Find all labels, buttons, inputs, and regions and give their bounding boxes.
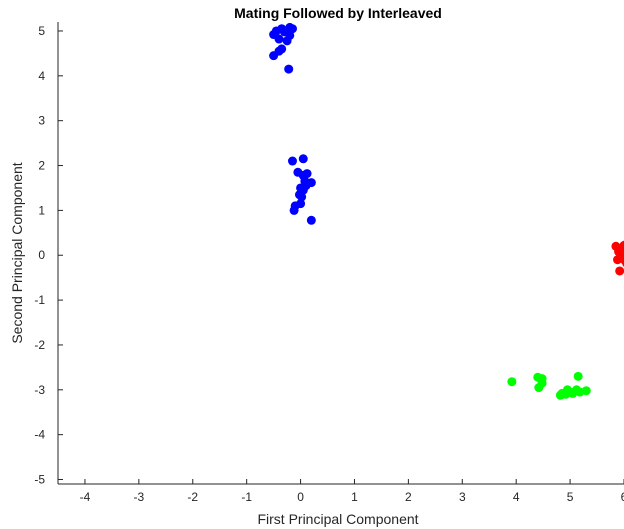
- y-tick-label: 4: [38, 69, 45, 83]
- data-point: [269, 51, 279, 61]
- data-point: [507, 377, 517, 387]
- y-axis-ticks: -5 -4 -3 -2 -1 0 1 2 3 4 5: [34, 24, 63, 487]
- data-point: [306, 215, 316, 225]
- x-tick-label: -3: [134, 490, 145, 504]
- y-tick-label: 0: [38, 248, 45, 262]
- data-point: [282, 36, 292, 46]
- x-axis-ticks: -4 -3 -2 -1 0 1 2 3 4 5 6: [80, 479, 624, 504]
- data-point: [613, 255, 623, 265]
- x-tick-label: -4: [80, 490, 91, 504]
- data-point: [562, 385, 572, 395]
- data-point: [581, 386, 591, 396]
- y-tick-label: 2: [38, 159, 45, 173]
- x-tick-label: 1: [351, 490, 358, 504]
- x-tick-label: -2: [187, 490, 198, 504]
- y-tick-label: 3: [38, 114, 45, 128]
- y-tick-label: -5: [34, 473, 45, 487]
- data-point: [302, 169, 312, 179]
- data-point: [298, 154, 308, 164]
- data-point: [287, 156, 297, 166]
- x-tick-label: 0: [297, 490, 304, 504]
- data-point: [615, 266, 624, 276]
- y-tick-label: -4: [34, 428, 45, 442]
- data-point: [289, 205, 299, 215]
- data-points: [269, 22, 624, 400]
- y-tick-label: 1: [38, 203, 45, 217]
- y-axis-label: Second Principal Component: [9, 162, 25, 343]
- x-axis-label: First Principal Component: [257, 511, 418, 527]
- x-tick-label: 3: [459, 490, 466, 504]
- x-tick-label: -1: [241, 490, 252, 504]
- data-point: [534, 383, 544, 393]
- y-tick-label: -1: [34, 293, 45, 307]
- y-tick-label: -3: [34, 383, 45, 397]
- x-tick-label: 5: [567, 490, 574, 504]
- data-point: [297, 192, 307, 202]
- y-tick-label: 5: [38, 24, 45, 38]
- data-point: [274, 34, 284, 44]
- x-tick-label: 2: [405, 490, 412, 504]
- x-tick-label: 6: [621, 490, 624, 504]
- data-point: [287, 24, 297, 34]
- data-point: [284, 64, 294, 74]
- y-tick-label: -2: [34, 338, 45, 352]
- x-tick-label: 4: [513, 490, 520, 504]
- data-point: [573, 371, 583, 381]
- chart-title: Mating Followed by Interleaved: [234, 5, 442, 21]
